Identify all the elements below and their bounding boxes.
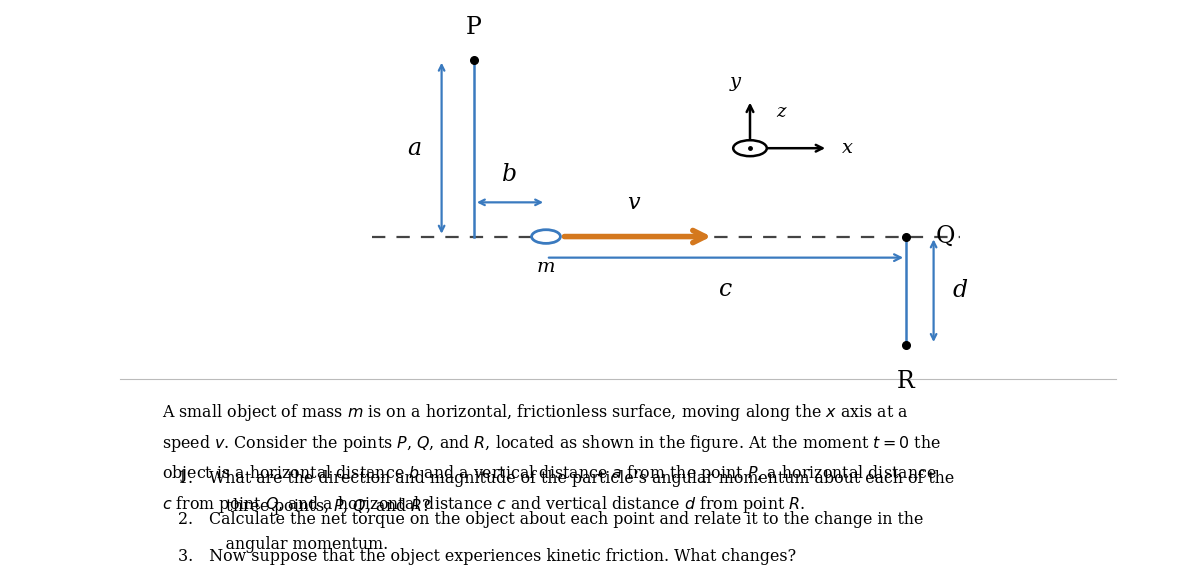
- Text: 2. Calculate the net torque on the object about each point and relate it to the : 2. Calculate the net torque on the objec…: [178, 511, 923, 553]
- Text: x: x: [842, 139, 853, 157]
- Circle shape: [733, 140, 767, 156]
- Text: P: P: [466, 16, 482, 39]
- Text: c: c: [719, 278, 733, 301]
- Text: v: v: [628, 192, 640, 214]
- Circle shape: [532, 230, 560, 243]
- Text: 3. Now suppose that the object experiences kinetic friction. What changes?: 3. Now suppose that the object experienc…: [178, 548, 796, 565]
- Text: d: d: [953, 279, 968, 302]
- Text: y: y: [730, 73, 742, 91]
- Text: z: z: [776, 103, 786, 121]
- Text: R: R: [898, 370, 914, 393]
- Text: a: a: [407, 137, 421, 160]
- Text: m: m: [536, 258, 556, 276]
- Text: Q: Q: [936, 225, 955, 248]
- Text: b: b: [503, 164, 517, 186]
- Text: 1. What are the direction and magnitude of the particle’s angular momentum about: 1. What are the direction and magnitude …: [178, 470, 954, 518]
- Text: A small object of mass $m$ is on a horizontal, frictionless surface, moving alon: A small object of mass $m$ is on a horiz…: [162, 402, 941, 515]
